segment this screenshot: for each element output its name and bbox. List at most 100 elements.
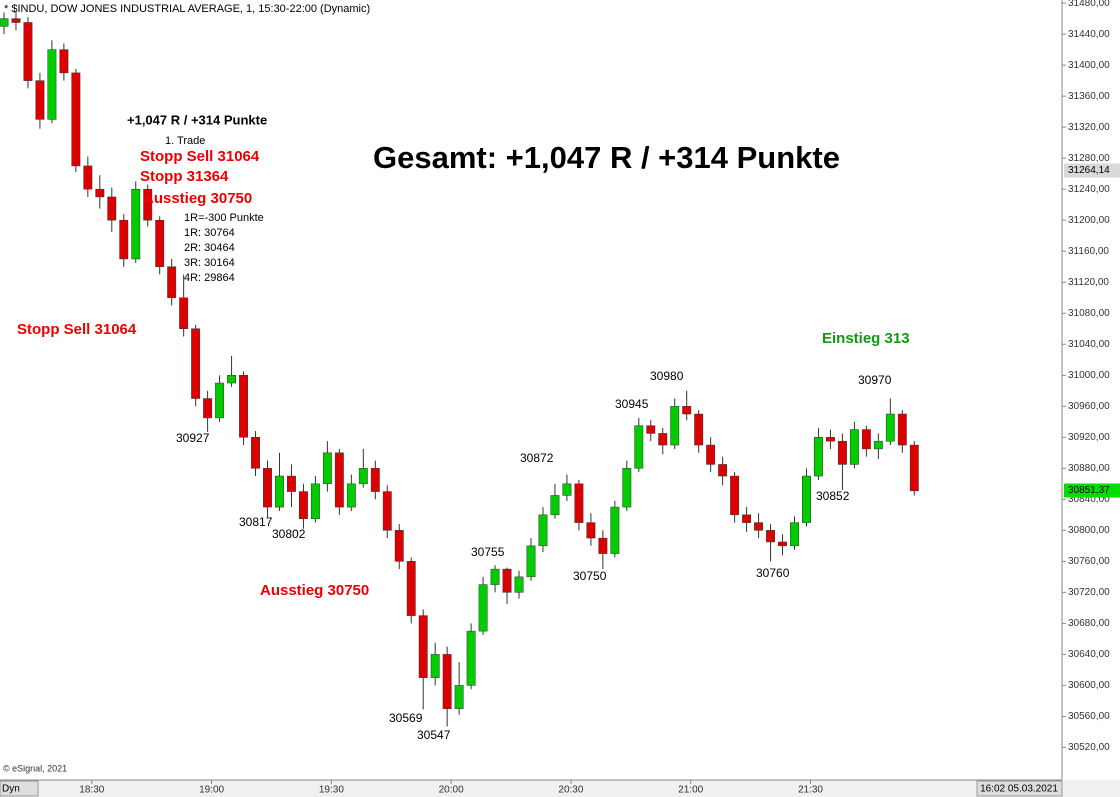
candle-body xyxy=(634,425,644,469)
candle-body xyxy=(263,468,272,508)
candle-body xyxy=(275,475,284,508)
annotation: 1R: 30764 xyxy=(184,227,235,239)
y-tick-label: 31480,00 xyxy=(1068,0,1110,9)
y-tick-label: 30800,00 xyxy=(1068,525,1110,536)
y-tick-label: 30520,00 xyxy=(1068,742,1110,753)
candle-body xyxy=(538,514,548,547)
candle-body xyxy=(909,444,919,492)
y-tick-label: 31080,00 xyxy=(1068,308,1110,319)
annotation: Stopp Sell 31064 xyxy=(140,148,260,165)
candle-body xyxy=(526,545,536,578)
y-tick-label: 31000,00 xyxy=(1068,370,1110,381)
candle-body xyxy=(107,196,117,221)
candle-body xyxy=(742,514,752,523)
annotation: Stopp Sell 31064 xyxy=(17,321,137,338)
candle-body xyxy=(298,491,308,519)
candle-body xyxy=(706,444,716,465)
candle-body xyxy=(11,18,21,23)
candle-body xyxy=(442,654,452,709)
annotation: 30750 xyxy=(573,569,607,583)
candle-body xyxy=(119,219,129,260)
candle-body xyxy=(346,483,356,508)
candle-body xyxy=(251,437,260,469)
candle-body xyxy=(718,464,728,477)
y-tick-label: 30920,00 xyxy=(1068,432,1110,443)
candle-body xyxy=(418,615,428,678)
mode-label: Dyn xyxy=(2,784,20,795)
mode-box[interactable] xyxy=(0,780,39,797)
annotation: +1,047 R / +314 Punkte xyxy=(127,112,267,127)
annotation: 4R: 29864 xyxy=(184,272,235,284)
annotation: 2R: 30464 xyxy=(184,242,235,254)
annotation: 30547 xyxy=(417,728,451,742)
candle-body xyxy=(155,219,165,267)
timestamp-box xyxy=(976,780,1063,797)
y-tick-label: 30760,00 xyxy=(1068,556,1110,567)
annotation: 30569 xyxy=(389,711,423,725)
candle-body xyxy=(191,328,201,399)
candle-body xyxy=(203,398,213,419)
chart-title: * $INDU, DOW JONES INDUSTRIAL AVERAGE, 1… xyxy=(4,3,370,15)
price-marker xyxy=(1064,483,1120,498)
annotation: 30970 xyxy=(858,373,892,387)
candle-body xyxy=(478,584,488,632)
candle-body xyxy=(873,440,883,450)
candle-body xyxy=(849,429,859,465)
y-tick-label: 30560,00 xyxy=(1068,711,1110,722)
candle-body xyxy=(167,266,177,298)
candle-body xyxy=(586,522,596,539)
y-tick-label: 30640,00 xyxy=(1068,649,1110,660)
annotation: Ausstieg 30750 xyxy=(260,582,369,599)
candle-body xyxy=(754,522,764,531)
x-tick-label: 20:30 xyxy=(558,785,583,796)
y-tick-label: 31200,00 xyxy=(1068,215,1110,226)
candle-body xyxy=(227,375,237,384)
candle-body xyxy=(885,413,895,442)
x-tick-label: 21:30 xyxy=(798,785,823,796)
candle-body xyxy=(59,49,69,74)
candle-body xyxy=(239,375,248,438)
candle-body xyxy=(287,475,296,492)
price-marker-label: 30851,37 xyxy=(1068,485,1110,496)
annotation: 30802 xyxy=(272,527,306,541)
x-tick-label: 19:30 xyxy=(319,785,344,796)
annotation: 30927 xyxy=(176,431,210,445)
candle-body xyxy=(406,561,416,616)
y-tick-label: 30680,00 xyxy=(1068,618,1110,629)
candle-body xyxy=(358,468,368,485)
candle-body xyxy=(514,576,524,593)
candle-body xyxy=(682,406,692,415)
candle-body xyxy=(23,22,33,81)
candle-body xyxy=(370,468,380,492)
x-tick-label: 19:00 xyxy=(199,785,224,796)
candle-body xyxy=(574,483,584,523)
candle-body xyxy=(670,406,680,446)
annotation: 1R=-300 Punkte xyxy=(184,212,264,224)
annotation: 30755 xyxy=(471,545,505,559)
candle-body xyxy=(814,437,823,477)
candle-body xyxy=(766,530,775,543)
price-marker xyxy=(1064,163,1120,178)
annotation: 30945 xyxy=(615,397,649,411)
candle-body xyxy=(837,440,847,465)
annotation: 3R: 30164 xyxy=(184,257,235,269)
candle-body xyxy=(802,475,811,523)
candle-body xyxy=(730,475,740,516)
annotation: Gesamt: +1,047 R / +314 Punkte xyxy=(373,140,840,175)
candle-body xyxy=(778,541,787,547)
price-marker-label: 31264,14 xyxy=(1068,165,1110,176)
y-tick-label: 31120,00 xyxy=(1068,277,1109,288)
candle-body xyxy=(825,437,835,442)
candle-body xyxy=(694,413,704,446)
candle-body xyxy=(0,18,9,27)
candle-body xyxy=(454,685,464,709)
y-tick-label: 31040,00 xyxy=(1068,339,1110,350)
candle-body xyxy=(490,568,500,585)
candle-body xyxy=(466,630,476,686)
y-tick-label: 31240,00 xyxy=(1068,184,1110,195)
candle-body xyxy=(897,413,907,446)
y-tick-label: 31440,00 xyxy=(1068,29,1110,40)
timestamp: 16:02 05.03.2021 xyxy=(980,784,1058,795)
y-tick-label: 30880,00 xyxy=(1068,463,1110,474)
